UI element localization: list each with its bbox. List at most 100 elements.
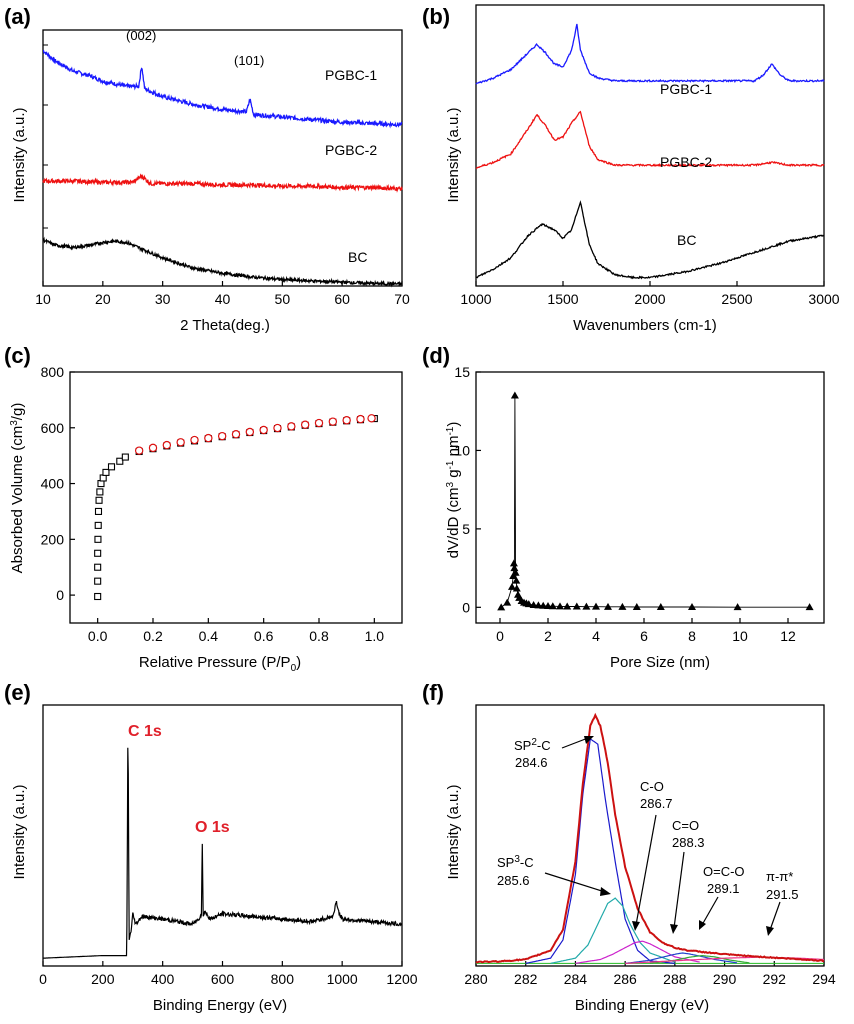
d-psd-point xyxy=(511,568,520,576)
b-label-pgbc2: PGBC-2 xyxy=(660,154,712,170)
xps-survey-panel: 0 200 400 600 800 1000 1200 xyxy=(39,704,418,987)
f-xtick-label: 282 xyxy=(514,971,538,987)
f-axes-frame xyxy=(475,704,825,967)
a-series-pgbc-2 xyxy=(42,173,403,193)
d-psd-point xyxy=(510,391,519,399)
d-xtick-label: 2 xyxy=(544,628,552,644)
e-xtick-label: 1200 xyxy=(386,971,417,987)
d-psd-point xyxy=(512,584,521,592)
a-series-bc xyxy=(42,236,403,288)
arrow-oco xyxy=(701,896,719,926)
b-xtick-label: 1000 xyxy=(460,291,491,307)
d-psd-point xyxy=(688,602,696,610)
panel-b-label: (b) xyxy=(422,4,450,29)
c-ytick-label: 600 xyxy=(41,420,65,436)
d-psd-point xyxy=(503,598,512,606)
d-psd-point xyxy=(548,602,557,610)
panel-e-ylabel: Intensity (a.u.) xyxy=(11,784,28,879)
f-arrowheads xyxy=(584,736,774,936)
f-ann-sp3-value: 285.6 xyxy=(497,873,530,888)
f-series-c-o xyxy=(625,952,738,964)
e-ann-c1s: C 1s xyxy=(128,723,162,740)
e-survey-line xyxy=(43,747,403,959)
d-ytick-label: 15 xyxy=(454,364,470,380)
d-psd-point xyxy=(632,602,641,610)
c-xtick-label: 1.0 xyxy=(365,628,385,644)
c-adsorption-point xyxy=(107,463,116,471)
f-series-c-o xyxy=(575,940,700,964)
f-arrows xyxy=(544,737,781,931)
f-series-sp2-c xyxy=(525,737,675,964)
arrow-sp2 xyxy=(561,737,589,749)
a-label-bc: BC xyxy=(348,249,367,265)
c-xtick-label: 0.2 xyxy=(143,628,163,644)
c-desorption-point xyxy=(204,433,213,443)
arrowhead-oco xyxy=(699,920,706,930)
a-series-pgbc-1 xyxy=(42,49,403,129)
panel-f-ylabel: Intensity (a.u.) xyxy=(445,784,462,879)
b-xtick-label: 2000 xyxy=(634,291,665,307)
e-xtick-label: 400 xyxy=(151,971,175,987)
c-desorption-point xyxy=(190,435,199,445)
d-psd-point xyxy=(508,582,516,590)
d-psd-point xyxy=(582,602,591,610)
d-psd-point xyxy=(563,602,572,610)
c-desorption-point xyxy=(367,414,376,423)
c-ytick-label: 0 xyxy=(56,587,64,603)
a-xtick-label: 50 xyxy=(275,291,291,307)
panel-a-xlabel: 2 Theta(deg.) xyxy=(180,317,270,334)
panel-d-label: (d) xyxy=(422,343,450,368)
panel-c-xlabel: Relative Pressure (P/P0) xyxy=(139,654,301,674)
d-ytick-label: 10 xyxy=(454,442,470,458)
b-series-pgbc-2 xyxy=(475,110,825,170)
f-ann-sp3-label: SP3-C xyxy=(497,854,534,870)
c-desorption-point xyxy=(217,431,227,441)
d-ytick-label: 5 xyxy=(462,521,470,537)
c-xtick-label: 0.8 xyxy=(309,628,329,644)
d-xtick-label: 0 xyxy=(496,628,504,644)
c-desorption-point xyxy=(328,417,338,426)
d-psd-point xyxy=(556,602,564,610)
pore-size-panel: 0 2 4 6 8 10 12 0 5 10 15 xyxy=(454,364,825,644)
f-xtick-label: 294 xyxy=(812,971,836,987)
c-desorption-point xyxy=(176,438,185,447)
panel-c-label: (c) xyxy=(4,343,31,368)
c-axes-frame xyxy=(69,371,403,624)
a-xtick-label: 70 xyxy=(394,291,410,307)
f-ann-oco-label: O=C-O xyxy=(703,864,745,879)
a-label-pgbc2: PGBC-2 xyxy=(325,142,377,158)
f-xtick-label: 288 xyxy=(663,971,687,987)
b-label-bc: BC xyxy=(677,232,696,248)
raman-panel: 1000 1500 2000 2500 3000 xyxy=(460,4,840,307)
c-desorption-point xyxy=(231,429,241,439)
xrd-panel: 10 20 30 40 50 60 70 xyxy=(35,29,410,307)
c-xtick-label: 0.0 xyxy=(88,628,108,644)
c-ytick-label: 400 xyxy=(41,476,65,492)
d-xtick-label: 6 xyxy=(640,628,648,644)
panel-b-xlabel: Wavenumbers (cm-1) xyxy=(573,317,717,334)
panel-a-ylabel: Intensity (a.u.) xyxy=(11,107,28,202)
c-desorption-point xyxy=(259,425,268,435)
d-psd-point xyxy=(604,602,612,610)
f-ann-ceo-label: C=O xyxy=(672,818,699,833)
f-ann-pipi-value: 291.5 xyxy=(766,887,799,902)
c-ytick-label: 800 xyxy=(41,364,65,380)
a-label-pgbc1: PGBC-1 xyxy=(325,67,377,83)
c-adsorption-point xyxy=(94,577,102,585)
c-xtick-label: 0.6 xyxy=(254,628,274,644)
b-xtick-label: 2500 xyxy=(721,291,752,307)
arrow-co xyxy=(635,814,657,926)
arrow-pipi xyxy=(769,901,781,931)
d-psd-point xyxy=(572,602,581,610)
arrowhead-sp3 xyxy=(600,887,611,896)
c-adsorption-point xyxy=(94,521,102,529)
xps-c1s-panel: 280 282 284 286 288 290 292 294 xyxy=(464,704,836,987)
c-adsorption-point xyxy=(121,453,129,461)
panel-b-ylabel: Intensity (a.u.) xyxy=(445,107,462,202)
a-xtick-label: 20 xyxy=(95,291,111,307)
f-ann-co-label: C-O xyxy=(640,779,664,794)
f-ann-ceo-value: 288.3 xyxy=(672,835,705,850)
c-adsorption-point xyxy=(102,468,110,476)
panel-a-label: (a) xyxy=(4,4,31,29)
c-adsorption-point xyxy=(94,592,102,601)
